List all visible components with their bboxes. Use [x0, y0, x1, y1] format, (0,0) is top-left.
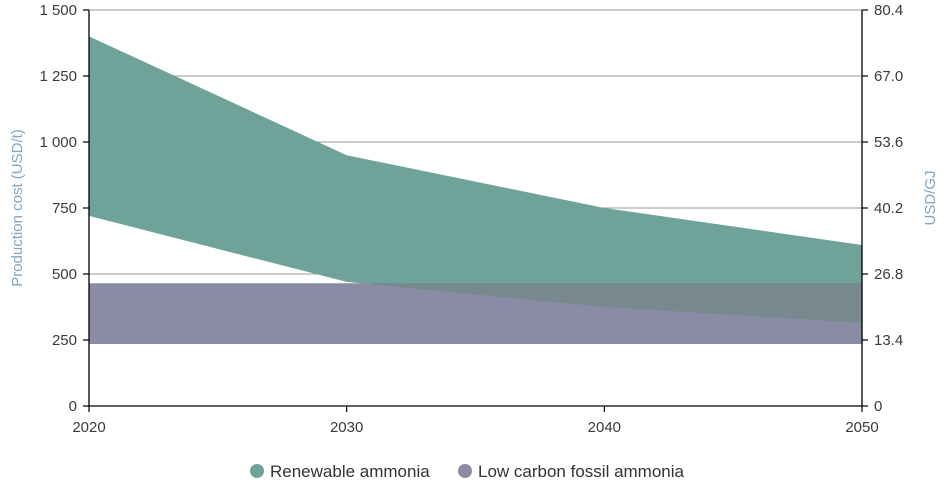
y2-tick-label: 40.2	[874, 200, 903, 217]
legend-label-0: Renewable ammonia	[270, 462, 430, 481]
y-tick-label: 1 500	[39, 2, 77, 19]
legend-swatch-0	[250, 464, 264, 478]
band-overlap	[372, 283, 862, 323]
y-tick-label: 0	[69, 398, 77, 415]
legend-label-1: Low carbon fossil ammonia	[478, 462, 685, 481]
y-tick-label: 500	[52, 266, 77, 283]
y2-tick-label: 26.8	[874, 266, 903, 283]
x-tick-label: 2020	[72, 419, 105, 436]
x-tick-label: 2040	[588, 419, 621, 436]
y-tick-label: 750	[52, 200, 77, 217]
legend: Renewable ammonia Low carbon fossil ammon…	[250, 462, 685, 481]
y2-tick-label: 53.6	[874, 134, 903, 151]
y2-tick-label: 13.4	[874, 332, 903, 349]
tick-labels: 0 0 250 13.4 500 26.8 750 40.2 1 000 53.6 1 250 67.…	[39, 2, 903, 436]
x-tick-label: 2030	[330, 419, 363, 436]
y2-tick-label: 0	[874, 398, 882, 415]
y-axis-title: Production cost (USD/t)	[9, 129, 26, 287]
axes	[83, 9, 868, 412]
area-bands	[89, 36, 862, 344]
y-tick-label: 1 000	[39, 134, 77, 151]
band-renewable-ammonia	[89, 36, 862, 323]
legend-swatch-1	[458, 464, 472, 478]
y-tick-label: 250	[52, 332, 77, 349]
x-tick-label: 2050	[845, 419, 878, 436]
y2-tick-label: 67.0	[874, 68, 903, 85]
y-tick-label: 1 250	[39, 68, 77, 85]
y2-tick-label: 80.4	[874, 2, 903, 19]
y2-axis-title: USD/GJ	[922, 170, 939, 225]
